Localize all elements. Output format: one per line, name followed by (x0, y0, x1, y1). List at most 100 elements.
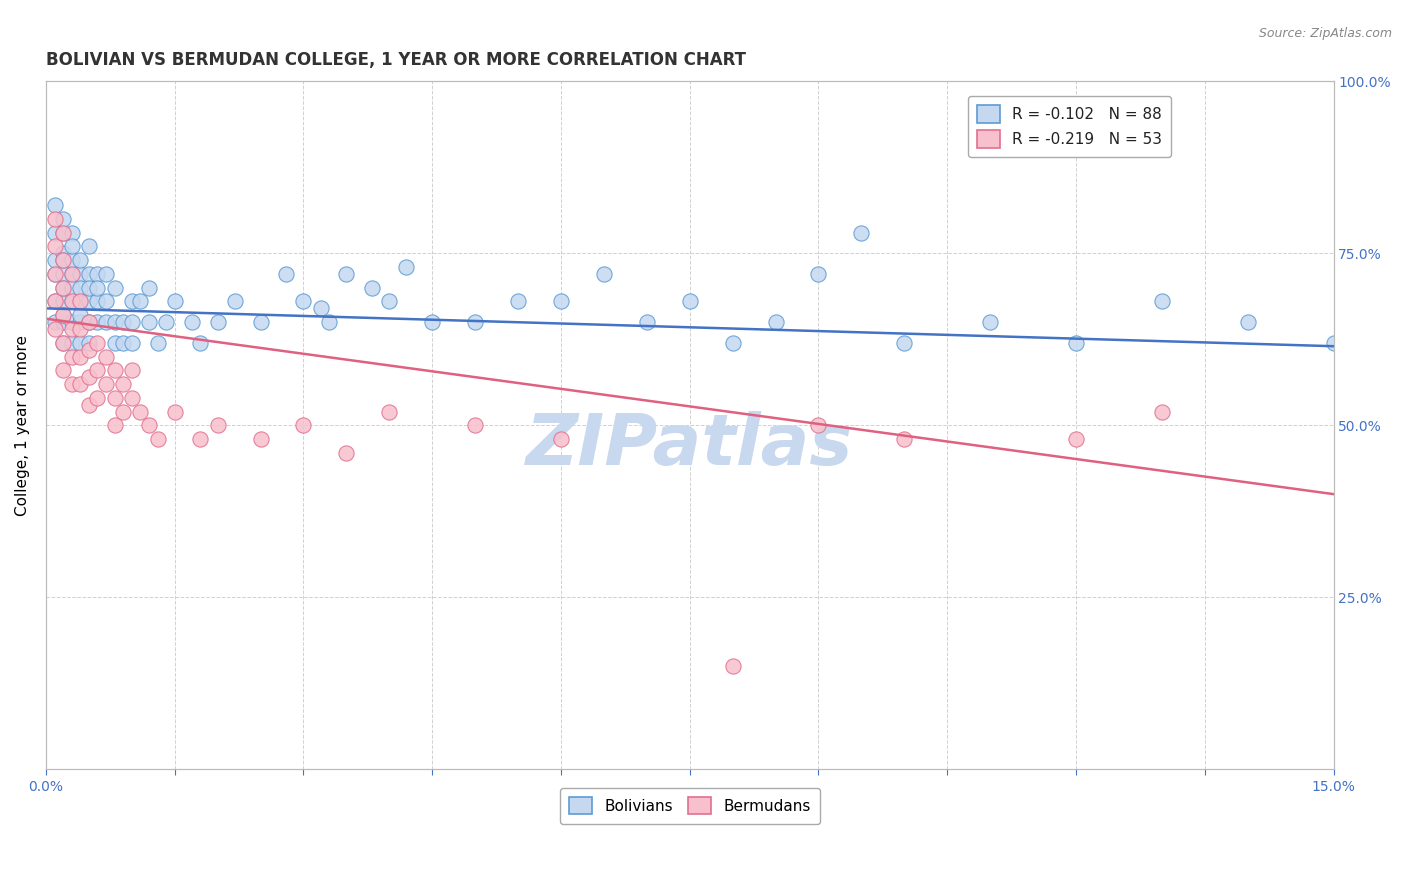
Point (44, 267, 66, 281)
Point (77, 315, 100, 329)
Text: BOLIVIAN VS BERMUDAN COLLEGE, 1 YEAR OR MORE CORRELATION CHART: BOLIVIAN VS BERMUDAN COLLEGE, 1 YEAR OR … (46, 51, 747, 69)
Point (129, 404, 152, 418)
Point (190, 335, 212, 350)
Point (52, 335, 75, 350)
Point (112, 335, 135, 350)
Point (1150, 404, 1173, 418)
Point (1064, 335, 1087, 350)
Point (52, 226, 75, 240)
Point (77, 398, 100, 412)
Point (60, 239, 83, 253)
Point (851, 226, 873, 240)
Point (249, 315, 271, 329)
Point (69, 281, 91, 295)
Point (506, 294, 529, 309)
Point (464, 418, 486, 433)
Text: ZIPatlas: ZIPatlas (526, 411, 853, 481)
Point (52, 281, 75, 295)
Point (77, 315, 100, 329)
Point (378, 404, 401, 418)
Point (52, 308, 75, 322)
Point (163, 404, 186, 418)
Point (163, 294, 186, 309)
Point (44, 253, 66, 268)
Point (104, 315, 127, 329)
Point (52, 246, 75, 260)
Point (207, 315, 229, 329)
Point (138, 418, 160, 433)
Point (86, 281, 108, 295)
Point (60, 294, 83, 309)
Point (593, 267, 616, 281)
Point (104, 391, 127, 405)
Point (292, 418, 315, 433)
Point (190, 432, 212, 446)
Point (69, 253, 91, 268)
Point (276, 267, 298, 281)
Point (979, 315, 1001, 329)
Point (69, 294, 91, 309)
Point (44, 315, 66, 329)
Point (249, 432, 271, 446)
Point (146, 432, 169, 446)
Point (121, 294, 143, 309)
Point (893, 335, 915, 350)
Point (94, 294, 117, 309)
Point (155, 315, 177, 329)
Point (1236, 315, 1258, 329)
Point (121, 335, 143, 350)
Point (721, 335, 744, 350)
Point (104, 335, 127, 350)
Point (224, 294, 246, 309)
Point (464, 315, 486, 329)
Legend: Bolivians, Bermudans: Bolivians, Bermudans (560, 788, 820, 823)
Point (86, 315, 108, 329)
Point (550, 432, 572, 446)
Point (180, 315, 202, 329)
Point (121, 391, 143, 405)
Point (60, 267, 83, 281)
Point (807, 267, 830, 281)
Point (335, 267, 357, 281)
Point (893, 432, 915, 446)
Point (1322, 335, 1344, 350)
Point (52, 281, 75, 295)
Point (60, 350, 83, 364)
Point (395, 260, 418, 274)
Point (77, 281, 100, 295)
Point (69, 308, 91, 322)
Point (104, 281, 127, 295)
Point (807, 418, 830, 433)
Point (77, 343, 100, 357)
Point (138, 281, 160, 295)
Point (420, 315, 443, 329)
Point (52, 267, 75, 281)
Point (86, 391, 108, 405)
Point (292, 294, 315, 309)
Point (104, 363, 127, 377)
Point (309, 301, 332, 316)
Point (60, 226, 83, 240)
Point (77, 294, 100, 309)
Point (52, 211, 75, 226)
Point (69, 267, 91, 281)
Point (112, 377, 135, 392)
Point (77, 267, 100, 281)
Point (721, 659, 744, 673)
Point (69, 335, 91, 350)
Point (60, 294, 83, 309)
Point (60, 322, 83, 336)
Point (52, 294, 75, 309)
Point (44, 294, 66, 309)
Point (52, 253, 75, 268)
Point (378, 294, 401, 309)
Point (60, 377, 83, 392)
Point (129, 294, 152, 309)
Point (765, 315, 787, 329)
Point (636, 315, 658, 329)
Point (60, 335, 83, 350)
Point (1064, 432, 1087, 446)
Y-axis label: College, 1 year or more: College, 1 year or more (15, 334, 30, 516)
Point (69, 377, 91, 392)
Point (361, 281, 384, 295)
